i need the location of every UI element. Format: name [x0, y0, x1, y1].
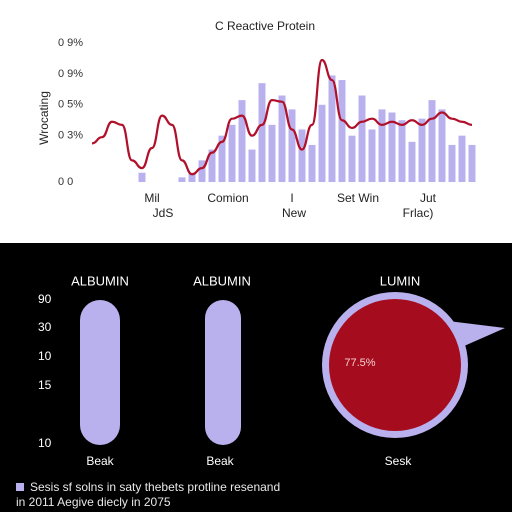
- x-label: I: [290, 191, 293, 205]
- bar: [328, 75, 336, 182]
- bar: [238, 100, 246, 182]
- bar: [388, 112, 396, 182]
- bar: [338, 80, 346, 182]
- bottom-label: Sesk: [385, 454, 413, 468]
- bar: [248, 149, 256, 182]
- bar: [468, 144, 476, 182]
- y-tick-label: 0 9%: [58, 37, 83, 49]
- bar: [288, 109, 296, 182]
- bar: [218, 135, 226, 182]
- y-tick-label: 0 5%: [58, 99, 83, 111]
- bar: [458, 135, 466, 182]
- bar: [268, 124, 276, 182]
- scale-label: 90: [38, 292, 52, 306]
- footer-line: Sesis sf solns in saty thebets protline …: [30, 480, 280, 494]
- scale-label: 10: [38, 436, 52, 450]
- scale-label: 10: [38, 349, 52, 363]
- bar: [188, 172, 196, 182]
- y-tick-label: 0 0: [58, 176, 73, 188]
- scale-label: 30: [38, 320, 52, 334]
- x-label: Set Win: [337, 191, 379, 205]
- bar: [308, 144, 316, 182]
- bottom-label: Beak: [86, 454, 114, 468]
- bar: [368, 129, 376, 182]
- bar: [358, 95, 366, 182]
- x-label: Mil: [144, 191, 159, 205]
- circle-label: 77.5%: [344, 357, 375, 369]
- x-label: Frlac): [403, 206, 434, 220]
- bar: [428, 100, 436, 182]
- bar: [438, 109, 446, 182]
- bar: [398, 120, 406, 182]
- x-label: JdS: [153, 206, 174, 220]
- pill-bar: [80, 300, 120, 445]
- x-label: Comion: [207, 191, 248, 205]
- y-axis-label: Wrocating: [37, 91, 51, 145]
- bar: [278, 95, 286, 182]
- bar: [138, 172, 146, 182]
- bar: [378, 109, 386, 182]
- bar: [418, 118, 426, 182]
- panel-title: ALBUMIN: [193, 273, 251, 288]
- y-tick-label: 0 9%: [58, 68, 83, 80]
- bar: [298, 129, 306, 182]
- bar: [318, 104, 326, 182]
- legend-swatch: [16, 483, 24, 491]
- bar: [448, 144, 456, 182]
- bar: [228, 124, 236, 182]
- bar: [408, 141, 416, 182]
- circle-fill: [329, 299, 461, 431]
- bar: [258, 83, 266, 182]
- chart-title: C Reactive Protein: [215, 19, 315, 33]
- x-label: Jut: [420, 191, 437, 205]
- x-label: New: [282, 206, 306, 220]
- bottom-label: Beak: [206, 454, 234, 468]
- panel-title: ALBUMIN: [71, 273, 129, 288]
- line: [91, 58, 473, 176]
- bar: [348, 135, 356, 182]
- bar: [208, 149, 216, 182]
- scale-label: 15: [38, 378, 52, 392]
- bar: [198, 160, 206, 182]
- bar: [178, 177, 186, 182]
- panel-title: LUMIN: [380, 273, 420, 288]
- footer-line: in 2011 Aegive diecly in 2075: [16, 495, 171, 509]
- pill-bar: [205, 300, 241, 445]
- y-tick-label: 0 3%: [58, 130, 83, 142]
